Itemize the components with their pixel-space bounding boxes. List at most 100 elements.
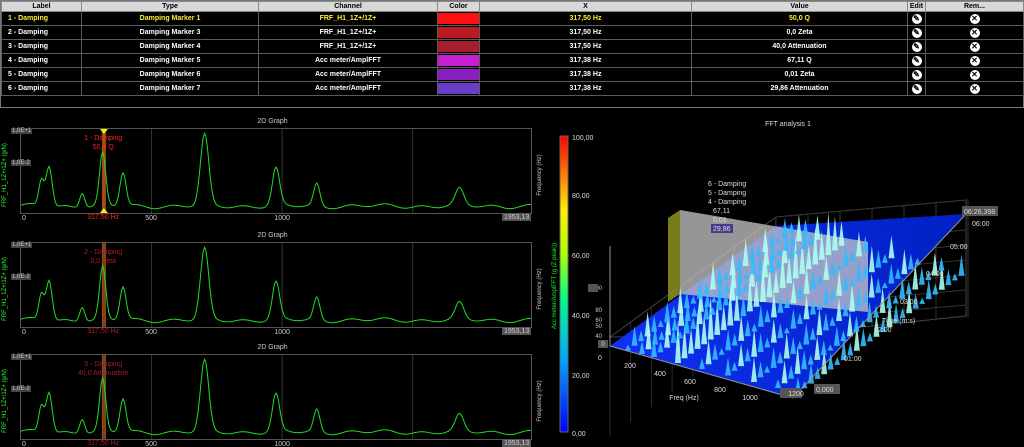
remove-icon[interactable]: ✕ xyxy=(969,83,980,94)
marker-x-cell: 317,38 Hz xyxy=(479,53,692,68)
time-max-box[interactable] xyxy=(962,206,998,216)
spectrum-peak xyxy=(710,296,717,303)
spectrum-peak xyxy=(875,277,882,293)
spectrum-peak xyxy=(639,341,645,354)
col-header-value[interactable]: Value xyxy=(691,1,908,12)
spectrum-peak xyxy=(751,323,758,332)
spectrum-peak xyxy=(918,266,925,285)
remove-icon[interactable]: ✕ xyxy=(969,27,980,38)
plot-area[interactable] xyxy=(20,354,532,440)
spectrum-peak xyxy=(831,216,838,251)
color-swatch[interactable] xyxy=(438,27,479,38)
marker-row[interactable]: 1 - Damping Damping Marker 1 FRF_H1_1Z+/1Z… xyxy=(1,11,1024,26)
marker-row[interactable]: 4 - Damping Damping Marker 5 Acc meter/Amp… xyxy=(1,53,1024,68)
colorbar[interactable] xyxy=(559,135,569,433)
spectrum-peak xyxy=(905,281,912,295)
spectrum-peak xyxy=(951,273,958,281)
marker-row[interactable]: 2 - Damping Damping Marker 3 FRF_H1_1Z+/1Z… xyxy=(1,25,1024,40)
freq-axis-line xyxy=(609,345,794,399)
marker-color-cell xyxy=(437,11,480,26)
freq-max-box[interactable] xyxy=(780,388,802,398)
color-swatch[interactable] xyxy=(438,55,479,66)
marker-value-cell: 29,86 Attenuation xyxy=(691,81,908,96)
graph-2d-panel[interactable]: 2D Graph FRF_H1_1Z+/1Z+ (g/N) Frequency … xyxy=(0,344,545,447)
y-axis-min[interactable]: 1,0E-2 xyxy=(11,274,31,280)
edit-icon[interactable]: ✎ xyxy=(911,41,922,52)
spectrum-peak xyxy=(807,233,814,245)
spectrum-peak xyxy=(925,279,932,300)
spectrum-peak xyxy=(757,333,764,353)
spectrum-peak xyxy=(810,298,816,315)
marker-row[interactable]: 5 - Damping Damping Marker 6 Acc meter/Amp… xyxy=(1,67,1024,82)
empty-cell xyxy=(2,96,1024,116)
spectrum-peak xyxy=(881,282,888,289)
color-swatch[interactable] xyxy=(438,41,479,52)
remove-icon[interactable]: ✕ xyxy=(969,55,980,66)
col-header-label[interactable]: Label xyxy=(1,1,82,12)
remove-icon[interactable]: ✕ xyxy=(969,13,980,24)
z-max-box[interactable] xyxy=(588,284,598,292)
plot-area[interactable] xyxy=(20,128,532,214)
freq-axis-title: Freq (Hz) xyxy=(669,395,699,402)
fft-3d-waterfall-graph[interactable]: 100,00 80,00 60,00 40,00 20,00 0,00 Acc meter/… xyxy=(548,116,1024,447)
col-header-x[interactable]: X xyxy=(479,1,692,12)
color-swatch[interactable] xyxy=(438,13,479,24)
edit-icon[interactable]: ✎ xyxy=(911,13,922,24)
spectrum-peak xyxy=(781,217,788,238)
col-header-type[interactable]: Type xyxy=(81,1,259,12)
graph-2d-panel[interactable]: 2D Graph FRF_H1_1Z+/1Z+ (g/N) Frequency … xyxy=(0,232,545,340)
spectrum-peak xyxy=(886,299,893,328)
spectrum-peak xyxy=(738,343,745,367)
col-header-channel[interactable]: Channel xyxy=(258,1,438,12)
graph-2d-panel[interactable]: 2D Graph FRF_H1_1Z+/1Z+ (g/N) Frequency … xyxy=(0,118,545,226)
z-zero-box[interactable] xyxy=(598,340,608,348)
marker-value-cell: 0,01 Zeta xyxy=(691,67,908,82)
spectrum-peak xyxy=(888,235,895,259)
x-axis-max[interactable]: 1953,13 xyxy=(502,328,532,335)
marker-handle-top[interactable] xyxy=(99,129,108,134)
y-axis-max[interactable]: 1,0E+1 xyxy=(11,354,33,360)
x-axis-max[interactable]: 1953,13 xyxy=(502,214,532,221)
x-axis-max[interactable]: 1953,13 xyxy=(502,440,532,447)
y-axis-right-label-text: Frequency (Hz) xyxy=(537,268,543,310)
spectrum-peak xyxy=(849,278,856,287)
y-axis-max[interactable]: 1,0E+1 xyxy=(11,242,33,248)
spectrum-peak xyxy=(777,294,784,313)
spectrum-peak xyxy=(724,282,730,293)
y-axis-min[interactable]: 1,0E-2 xyxy=(11,160,31,166)
x-tick-label: 500 xyxy=(145,215,157,222)
marker-row[interactable]: 3 - Damping Damping Marker 4 FRF_H1_1Z+/1Z… xyxy=(1,39,1024,54)
marker-value-cell: 40,0 Attenuation xyxy=(691,39,908,54)
edit-cell: ✎ xyxy=(907,81,926,96)
edit-icon[interactable]: ✎ xyxy=(911,27,922,38)
graph-title: 2D Graph xyxy=(257,232,288,239)
spectrum-peak xyxy=(740,294,747,317)
y-axis-min[interactable]: 1,0E-2 xyxy=(11,386,31,392)
color-swatch[interactable] xyxy=(438,69,479,80)
spectrum-peak xyxy=(906,289,913,314)
remove-icon[interactable]: ✕ xyxy=(969,41,980,52)
marker-plane-side[interactable] xyxy=(668,210,680,302)
col-header-edit[interactable]: Edit xyxy=(907,1,926,12)
edit-icon[interactable]: ✎ xyxy=(911,55,922,66)
col-header-color[interactable]: Color xyxy=(437,1,480,12)
edit-icon[interactable]: ✎ xyxy=(911,69,922,80)
edit-icon[interactable]: ✎ xyxy=(911,83,922,94)
color-swatch[interactable] xyxy=(438,83,479,94)
spectrum-peak xyxy=(914,257,921,265)
spectrum-peak xyxy=(664,301,671,323)
spectrum-peak xyxy=(893,303,900,323)
col-header-remove[interactable]: Rem... xyxy=(925,1,1024,12)
spectrum-peak xyxy=(683,291,690,309)
marker-row[interactable]: 6 - Damping Damping Marker 7 Acc meter/Amp… xyxy=(1,81,1024,96)
spectrum-peak xyxy=(788,243,795,259)
spectrum-peak xyxy=(958,254,965,276)
time-min-box[interactable] xyxy=(814,384,840,394)
time-tick-label: 02:00 xyxy=(874,327,892,334)
spectrum-peak xyxy=(796,341,803,350)
marker-handle-bottom[interactable] xyxy=(99,208,108,213)
remove-icon[interactable]: ✕ xyxy=(969,69,980,80)
spectrum-peak xyxy=(862,263,869,277)
y-axis-max[interactable]: 1,0E+1 xyxy=(11,128,33,134)
plot-area[interactable] xyxy=(20,242,532,328)
